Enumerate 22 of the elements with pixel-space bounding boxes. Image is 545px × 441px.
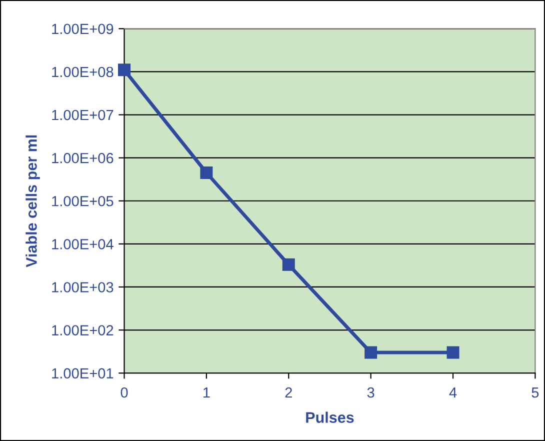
y-tick-label: 1.00E+08 (52, 66, 114, 78)
y-tick-label: 1.00E+04 (52, 239, 114, 250)
point (282, 258, 295, 271)
y-tick-label: 1.00E+06 (52, 152, 114, 164)
x-tick-label: 3 (367, 387, 374, 398)
y-axis-title: Viable cells per ml (26, 135, 40, 268)
point (364, 346, 378, 359)
y-tick-label: 1.00E+05 (52, 196, 114, 206)
y-tick-label: 1.00E+09 (52, 24, 114, 34)
x-tick-label: 5 (532, 388, 539, 398)
x-tick-label: 0 (120, 387, 128, 398)
y-tick-label: 1.00E+07 (52, 110, 114, 120)
x-tick-label: 1 (204, 388, 210, 398)
point (200, 166, 213, 180)
x-axis-title: Pulses (306, 412, 354, 423)
point (446, 346, 460, 359)
y-tick-label: 1.00E+02 (52, 325, 114, 336)
point (118, 64, 131, 76)
x-tick-label: 4 (449, 388, 457, 398)
y-tick-label: 1.00E+01 (52, 368, 114, 379)
x-tick-label: 2 (285, 387, 292, 398)
y-tick-label: 1.00E+03 (52, 282, 114, 292)
